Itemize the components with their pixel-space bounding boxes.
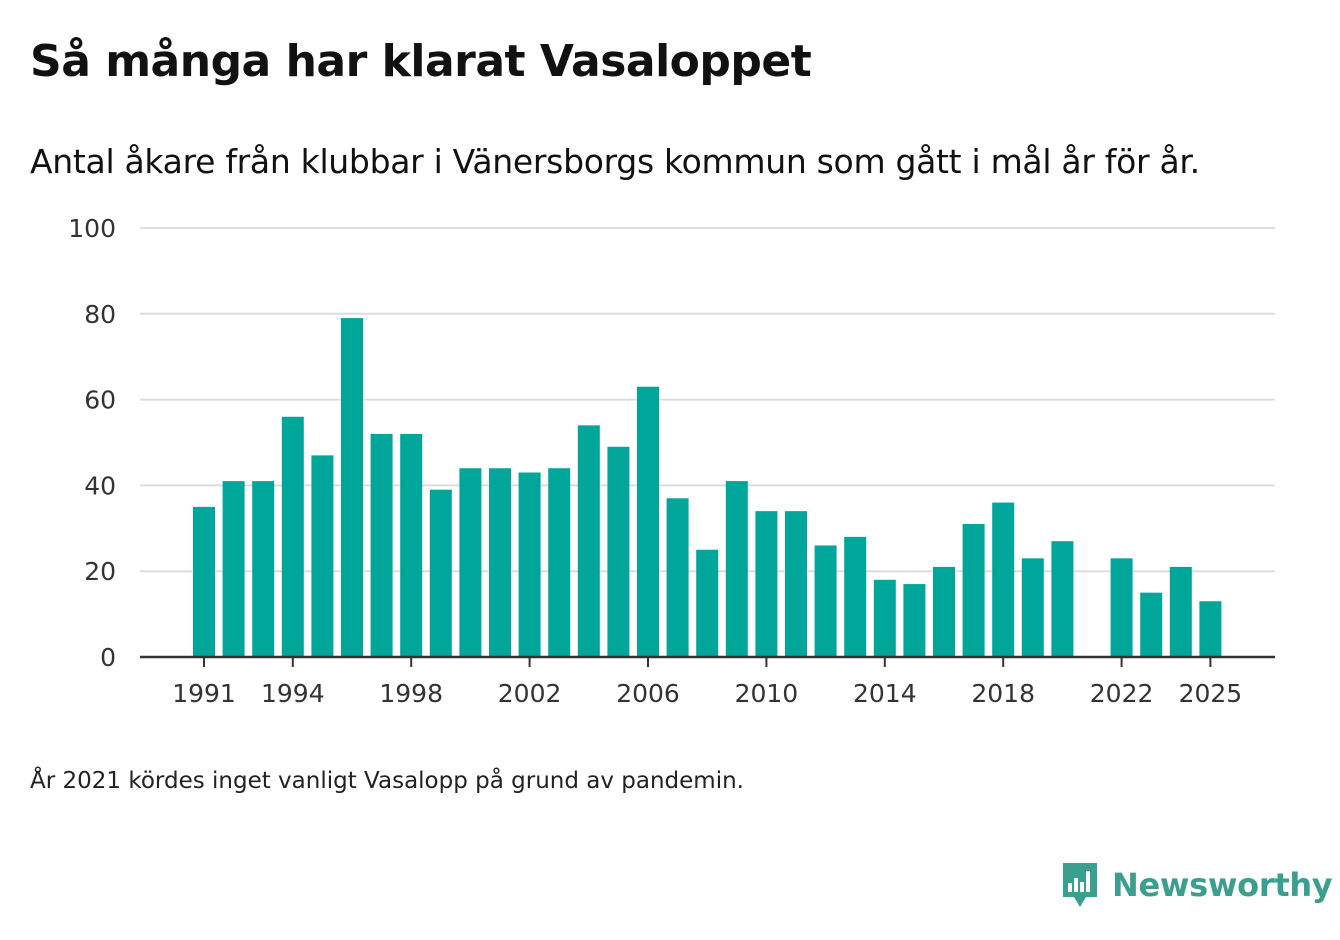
bar-2017 — [962, 524, 985, 657]
y-tick-label-0: 0 — [100, 643, 116, 672]
y-tick-label-20: 20 — [84, 557, 116, 586]
bar-2004 — [577, 425, 600, 657]
chart-subtitle: Antal åkare från klubbar i Vänersborgs k… — [30, 142, 1200, 181]
bar-2003 — [548, 468, 571, 657]
bar-2018 — [992, 502, 1015, 657]
bar-1993 — [252, 481, 275, 657]
bar-chart: 0 20 40 60 80 100 1991 1994 1998 2002 2006 2010 2014… — [68, 214, 1275, 708]
bar-2023 — [1140, 592, 1163, 657]
x-tick-label-2018: 2018 — [971, 679, 1035, 708]
bar-1994 — [281, 416, 304, 657]
bars — [193, 318, 1222, 657]
y-tick-label-60: 60 — [84, 386, 116, 415]
brand-name: Newsworthy — [1112, 866, 1333, 904]
bar-2002 — [518, 472, 541, 657]
bar-2011 — [785, 511, 807, 657]
chart-title: Så många har klarat Vasaloppet — [30, 36, 812, 87]
x-tick-label-2006: 2006 — [616, 679, 680, 708]
bar-2016 — [933, 566, 955, 657]
x-tick-label-1994: 1994 — [261, 679, 325, 708]
bar-1998 — [400, 433, 423, 657]
bar-2019 — [1021, 558, 1044, 657]
bar-2013 — [844, 536, 867, 657]
bar-1992 — [222, 481, 245, 657]
bar-2024 — [1169, 566, 1192, 657]
bar-2022 — [1110, 558, 1133, 657]
x-tick-label-2002: 2002 — [498, 679, 562, 708]
x-tick-label-2022: 2022 — [1090, 679, 1154, 708]
bar-1996 — [341, 318, 363, 657]
bar-1995 — [311, 455, 334, 657]
axes: 0 20 40 60 80 100 1991 1994 1998 2002 2006 2010 2014… — [68, 214, 1275, 708]
bar-2007 — [666, 498, 689, 657]
brand-logo[interactable]: Newsworthy — [1060, 860, 1333, 910]
bar-2009 — [725, 481, 748, 657]
bar-2005 — [607, 446, 630, 657]
x-tick-label-2014: 2014 — [853, 679, 917, 708]
bar-2015 — [903, 584, 926, 657]
y-tick-label-80: 80 — [84, 300, 116, 329]
bar-1991 — [193, 506, 215, 657]
x-tick-label-1998: 1998 — [379, 679, 443, 708]
bar-2025 — [1199, 601, 1222, 657]
bar-2020 — [1051, 541, 1074, 657]
footnote: År 2021 kördes inget vanligt Vasalopp på… — [30, 768, 744, 794]
y-tick-label-100: 100 — [68, 214, 116, 243]
bar-2012 — [814, 545, 837, 657]
bar-2008 — [696, 549, 719, 657]
x-tick-label-2010: 2010 — [735, 679, 799, 708]
y-tick-label-40: 40 — [84, 471, 116, 500]
bar-1997 — [370, 433, 393, 657]
newsworthy-logo-icon — [1063, 863, 1097, 907]
bar-2000 — [459, 468, 482, 657]
bar-1999 — [429, 489, 452, 657]
x-tick-label-2025: 2025 — [1179, 679, 1243, 708]
x-tick-label-1991: 1991 — [172, 679, 236, 708]
bar-2006 — [637, 386, 659, 657]
bar-2010 — [755, 511, 778, 657]
bar-2001 — [489, 468, 511, 657]
grid-lines — [140, 227, 1275, 573]
bar-2014 — [873, 579, 896, 657]
